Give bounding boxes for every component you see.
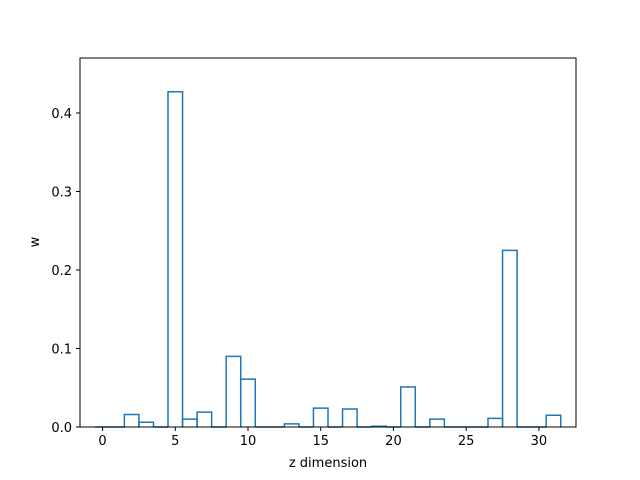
histogram-bar: [545, 414, 562, 427]
histogram-bar: [429, 418, 446, 427]
x-tick-label: 10: [240, 434, 257, 449]
histogram-bar: [239, 378, 257, 427]
histogram-bar: [196, 411, 213, 427]
plot-frame: [79, 57, 577, 428]
histogram-bar: [138, 421, 155, 427]
x-tick-label: 30: [531, 434, 548, 449]
x-axis-label: z dimension: [289, 456, 367, 471]
x-axis-ticks: 0 5 10 15 20 25 30: [98, 427, 547, 449]
histogram-bar: [501, 249, 518, 427]
histogram-bar: [341, 408, 358, 427]
y-tick-label: 0.3: [51, 185, 72, 200]
histogram-bar: [167, 91, 184, 427]
histogram-bar: [399, 386, 417, 427]
x-tick-label: 20: [385, 434, 402, 449]
histogram-bar: [283, 423, 300, 427]
y-tick-label: 0.2: [51, 264, 72, 279]
histogram-bar: [123, 413, 140, 427]
y-tick-label: 0.0: [51, 421, 72, 436]
y-tick-label: 0.4: [51, 107, 72, 122]
x-tick-label: 25: [458, 434, 475, 449]
y-axis-ticks: 0.0 0.1 0.2 0.3 0.4: [51, 107, 80, 436]
histogram-bar: [312, 407, 329, 427]
x-tick-label: 15: [312, 434, 329, 449]
y-tick-label: 0.1: [51, 342, 72, 357]
y-axis-label: w: [28, 236, 43, 247]
x-tick-label: 0: [98, 434, 106, 449]
x-tick-label: 5: [171, 434, 179, 449]
